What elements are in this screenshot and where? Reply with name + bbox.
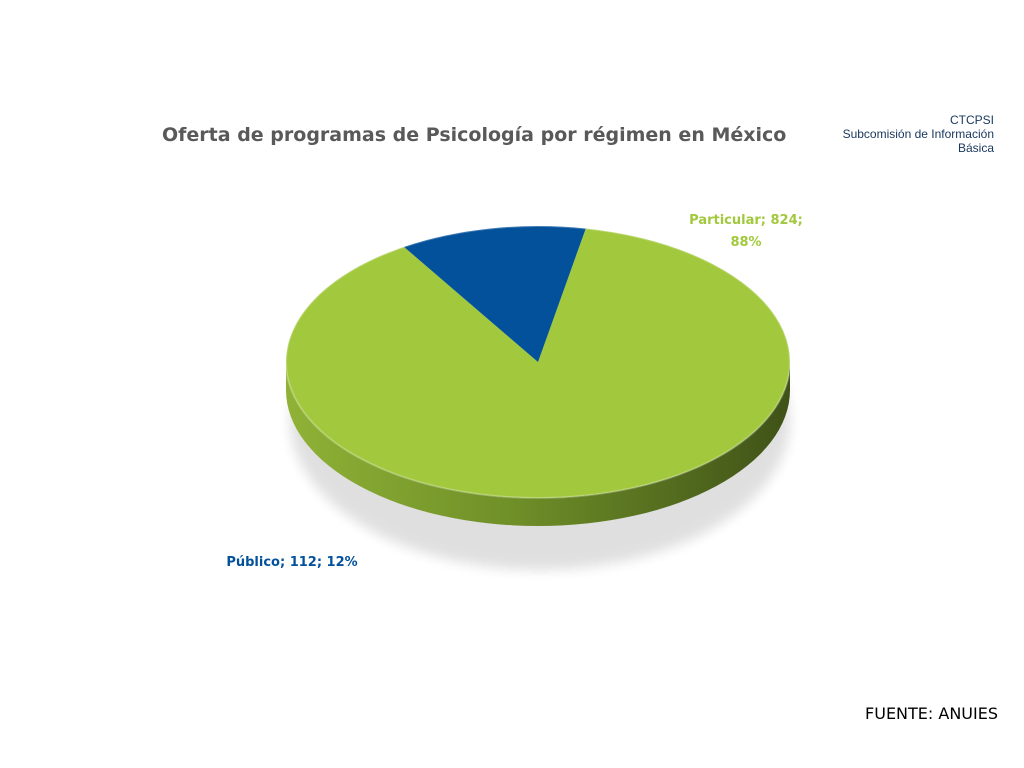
- source-note: FUENTE: ANUIES: [865, 704, 998, 723]
- pie-side-particular: [286, 362, 790, 526]
- org-header: CTCPSI Subcomisión de Información Básica: [843, 113, 994, 155]
- data-label-publico: Público; 112; 12%: [226, 555, 357, 570]
- pie-slice-particular: [286, 228, 790, 499]
- org-line-1: CTCPSI: [949, 113, 994, 127]
- data-label-particular-percent: 88%: [730, 235, 761, 250]
- pie-rim: [285, 225, 791, 499]
- pie-slice-publico: [403, 226, 586, 362]
- chart-title: Oferta de programas de Psicología por ré…: [162, 124, 787, 146]
- data-label-particular: Particular; 824;: [689, 213, 803, 228]
- org-line-2: Subcomisión de Información: [842, 127, 994, 141]
- org-line-3: Básica: [957, 141, 994, 155]
